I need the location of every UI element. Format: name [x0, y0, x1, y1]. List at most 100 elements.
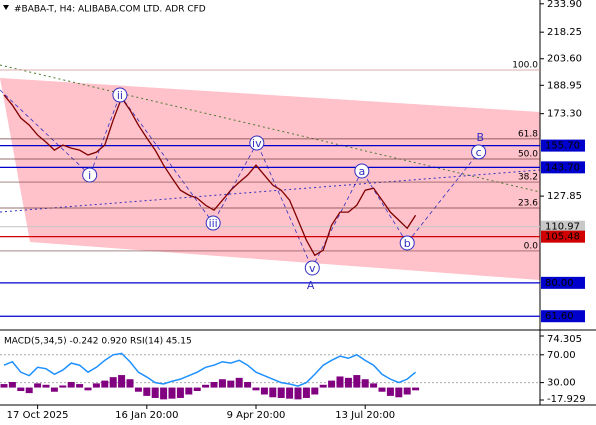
- price-level-label: 155.70: [545, 141, 580, 152]
- macd-bar: [50, 387, 58, 392]
- macd-bar: [328, 380, 336, 388]
- macd-bar: [344, 377, 352, 388]
- wave-label: ii: [117, 89, 123, 102]
- macd-bar: [386, 387, 394, 396]
- price-level-box: [541, 161, 585, 174]
- macd-bar: [193, 387, 201, 392]
- wave-label: c: [476, 146, 482, 159]
- macd-bar: [210, 382, 218, 388]
- price-level-box: [541, 139, 585, 152]
- y-tick-label: 74.305: [547, 334, 582, 345]
- macd-bar: [227, 380, 235, 388]
- fib-label: 50.0: [518, 150, 538, 160]
- wave-label: iii: [209, 217, 218, 230]
- macd-bar: [336, 376, 344, 388]
- wave-marker: [205, 215, 221, 231]
- macd-bar: [277, 387, 285, 398]
- fib-label: 38.2: [518, 173, 538, 183]
- macd-bar: [361, 379, 369, 388]
- macd-bar: [8, 382, 16, 388]
- macd-bar: [168, 387, 176, 399]
- x-tick-label: 13 Jul 20:00: [335, 410, 395, 421]
- x-tick-label: 17 Oct 2025: [7, 410, 69, 421]
- macd-bar: [160, 387, 168, 400]
- macd-bar: [319, 384, 327, 388]
- macd-bar: [34, 383, 42, 388]
- price-level-box: [541, 276, 585, 289]
- price-level-label: 110.97: [545, 222, 580, 233]
- macd-bar: [185, 387, 193, 395]
- macd-bar: [235, 377, 243, 388]
- macd-bar: [294, 387, 302, 400]
- macd-bar: [0, 384, 8, 388]
- macd-bar: [353, 375, 361, 388]
- macd-bar: [101, 380, 109, 388]
- wave-marker: [471, 144, 487, 160]
- macd-bar: [244, 382, 252, 388]
- macd-bar: [151, 387, 159, 398]
- macd-bar: [67, 382, 75, 388]
- wave-marker: [249, 135, 265, 151]
- wave-label: B: [477, 131, 485, 144]
- y-tick-label: 233.90: [547, 0, 582, 10]
- macd-bar: [126, 379, 134, 388]
- price-level-label: 143.70: [545, 162, 580, 173]
- menu-icon[interactable]: [3, 5, 9, 10]
- fib-label: 100.0: [512, 60, 538, 70]
- price-level-label: 105.48: [545, 232, 580, 243]
- macd-bar: [252, 387, 260, 391]
- price-level-label: 61.60: [545, 311, 574, 322]
- x-tick-label: 16 Jan 20:00: [115, 410, 178, 421]
- wave-label: a: [358, 165, 365, 178]
- y-tick-label: 30.00: [547, 378, 576, 389]
- macd-bar: [378, 387, 386, 392]
- wave-label: i: [88, 169, 91, 182]
- price-level-box: [541, 220, 585, 233]
- y-tick-label: 218.25: [547, 27, 582, 38]
- wave-label: b: [404, 237, 411, 250]
- fib-label: 23.6: [518, 198, 538, 208]
- wave-marker: [112, 87, 128, 103]
- macd-bar: [143, 387, 151, 396]
- wave-marker: [304, 260, 320, 276]
- price-level-box: [541, 310, 585, 323]
- macd-bar: [118, 375, 126, 388]
- macd-bar: [17, 387, 25, 392]
- wave-label: v: [309, 262, 316, 275]
- y-tick-label: 203.60: [547, 54, 582, 65]
- wave-marker: [354, 163, 370, 179]
- macd-bar: [286, 387, 294, 399]
- trend-channel: [0, 78, 540, 280]
- fib-label: 61.8: [518, 129, 538, 139]
- price-line: [3, 94, 417, 257]
- price-level-label: 80.00: [545, 278, 574, 289]
- macd-bar: [25, 387, 33, 394]
- fib-label: 0.0: [524, 241, 539, 251]
- macd-bar: [134, 387, 142, 392]
- macd-bar: [311, 387, 319, 395]
- macd-bar: [76, 384, 84, 388]
- macd-bar: [395, 387, 403, 398]
- y-tick-label: 127.85: [547, 191, 582, 202]
- macd-bar: [269, 387, 277, 398]
- y-tick-label: 70.00: [547, 350, 576, 361]
- macd-bar: [412, 387, 420, 391]
- macd-bar: [59, 385, 67, 388]
- y-tick-label: -17.929: [547, 394, 586, 405]
- indicator-title: MACD(5,34,5) -0.242 0.920 RSI(14) 45.15: [4, 337, 192, 347]
- macd-bar: [370, 383, 378, 388]
- y-tick-label: 188.95: [547, 80, 582, 91]
- x-tick-label: 9 Apr 20:00: [227, 410, 286, 421]
- wave-marker: [399, 235, 415, 251]
- macd-bar: [403, 387, 411, 395]
- macd-bar: [302, 387, 310, 398]
- wave-marker: [82, 167, 98, 183]
- wave-label: iv: [252, 137, 262, 150]
- macd-bar: [84, 387, 92, 391]
- chart-title: #BABA-T, H4: ALIBABA.COM LTD. ADR CFD: [14, 5, 206, 15]
- macd-bar: [218, 379, 226, 388]
- y-tick-label: 173.30: [547, 109, 582, 120]
- trend-line: [0, 169, 541, 213]
- price-level-box: [541, 230, 585, 243]
